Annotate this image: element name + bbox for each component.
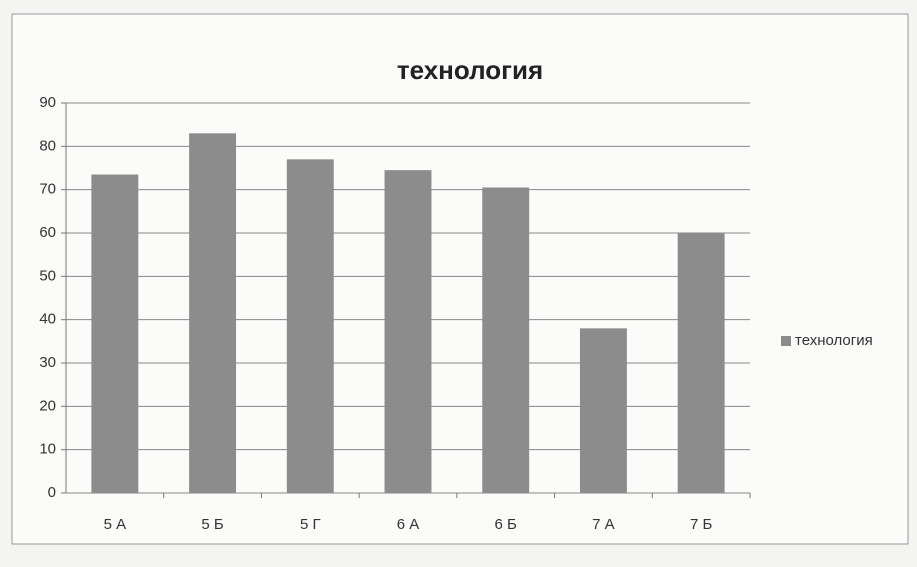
y-tick-label: 30: [39, 354, 56, 371]
x-tick-label: 6 А: [397, 516, 420, 533]
chart-frame: [11, 13, 909, 545]
x-tick-label: 7 Б: [690, 516, 713, 533]
bar: [91, 174, 139, 493]
y-tick-label: 60: [39, 224, 56, 241]
y-tick-label: 10: [39, 441, 56, 458]
y-tick-label: 20: [39, 397, 56, 414]
bar: [384, 170, 432, 493]
x-tick-label: 5 А: [104, 516, 127, 533]
chart-title: технология: [397, 55, 543, 85]
legend-swatch: [781, 336, 791, 346]
y-tick-label: 50: [39, 267, 56, 284]
y-tick-label: 40: [39, 311, 56, 328]
bar: [482, 187, 530, 493]
bar: [286, 159, 334, 494]
bar: [189, 133, 237, 494]
x-tick-label: 5 Г: [300, 516, 321, 533]
y-tick-label: 70: [39, 181, 56, 198]
y-tick-label: 0: [48, 484, 56, 501]
x-tick-label: 5 Б: [201, 516, 224, 533]
x-tick-label: 7 А: [592, 516, 615, 533]
bar: [677, 233, 725, 493]
y-tick-label: 80: [39, 137, 56, 154]
bar: [579, 328, 627, 493]
legend-label: технология: [795, 332, 873, 349]
y-tick-label: 90: [39, 94, 56, 111]
x-tick-label: 6 Б: [495, 516, 518, 533]
